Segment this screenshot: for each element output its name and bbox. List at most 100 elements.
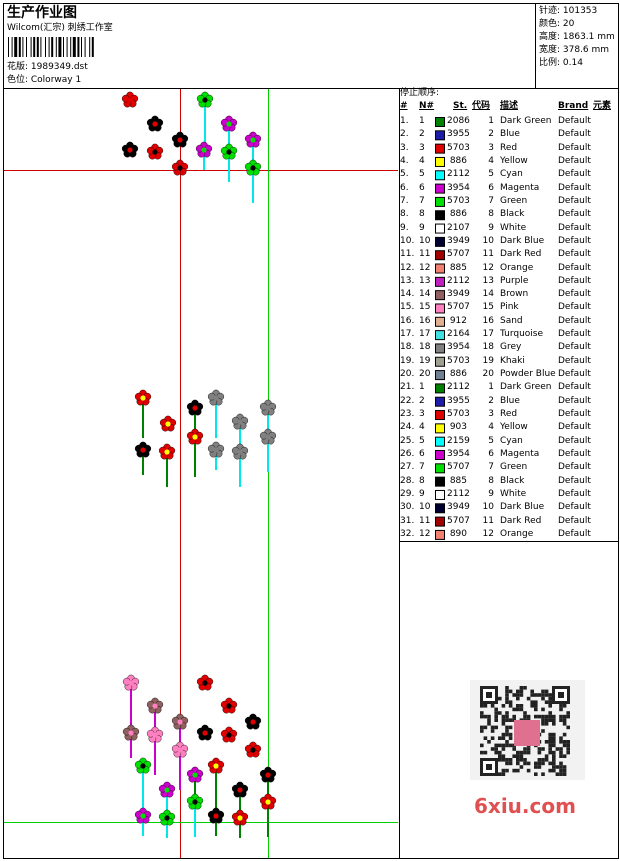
qr-module	[501, 772, 506, 776]
column-header: #	[400, 101, 408, 111]
row-index: 5.	[400, 169, 409, 180]
brand: Default	[558, 155, 591, 166]
code: 13	[482, 275, 494, 286]
qr-module	[552, 714, 556, 719]
needle: 15	[419, 302, 431, 313]
stitch-code: 2112	[447, 169, 470, 180]
row-index: 11.	[400, 249, 415, 260]
brand: Default	[558, 169, 591, 180]
qr-module	[552, 754, 556, 758]
qr-module	[519, 689, 524, 694]
flower-center	[177, 719, 183, 725]
qr-module	[559, 736, 563, 740]
qr-module	[559, 761, 563, 766]
color-swatch	[435, 503, 445, 514]
flower-center	[152, 732, 158, 738]
qr-module	[534, 707, 538, 712]
code: 4	[488, 422, 494, 433]
needle: 1	[419, 116, 425, 126]
qr-module	[505, 718, 509, 722]
code: 7	[488, 462, 494, 473]
qr-module	[548, 750, 552, 755]
stitch-code: 2112	[447, 488, 470, 499]
qr-module	[494, 718, 498, 722]
qr-module	[501, 743, 506, 748]
barcode-bar	[84, 37, 86, 57]
needle: 5	[419, 435, 425, 446]
qr-module	[566, 725, 570, 730]
qr-module	[562, 718, 567, 722]
description: Yellow	[500, 155, 528, 166]
info-line: 颜色: 20	[539, 19, 575, 29]
description: Powder Blue	[500, 369, 556, 380]
stitch-code: 5703	[447, 355, 470, 366]
row-index: 19.	[400, 355, 415, 366]
row-index: 17.	[400, 329, 415, 340]
row-index: 6.	[400, 182, 409, 193]
qr-module	[548, 711, 552, 715]
stitch-code: 3954	[447, 182, 470, 193]
stitch-code: 903	[449, 422, 467, 433]
qr-module	[544, 700, 549, 704]
barcode-bar	[36, 37, 39, 57]
flower-center	[213, 395, 219, 401]
description: Red	[500, 409, 518, 420]
needle: 2	[419, 129, 425, 140]
qr-module	[566, 711, 570, 715]
qr-module	[559, 772, 563, 776]
row-index: 23.	[400, 409, 415, 420]
color-swatch	[435, 489, 445, 500]
description: Grey	[500, 342, 522, 353]
qr-module	[519, 750, 524, 755]
qr-module	[505, 743, 509, 748]
description: Turquoise	[500, 329, 544, 340]
code: 5	[488, 169, 494, 180]
qr-module	[516, 750, 520, 755]
brand: Default	[558, 289, 591, 300]
qr-module	[566, 743, 570, 748]
flower-center	[265, 405, 271, 411]
code: 3	[488, 409, 494, 420]
qr-module	[537, 747, 542, 751]
qr-module	[559, 714, 563, 719]
stitch-code: 5707	[447, 515, 470, 526]
qr-finder	[486, 692, 492, 698]
qr-module	[541, 758, 545, 762]
description: Dark Green	[500, 116, 552, 126]
flower-center	[265, 434, 271, 440]
needle: 9	[419, 488, 425, 499]
qr-module	[501, 722, 506, 726]
color-swatch	[435, 303, 445, 314]
row-index: 27.	[400, 462, 415, 473]
qr-module	[541, 707, 545, 712]
qr-module	[548, 700, 552, 704]
row-index: 12.	[400, 262, 415, 273]
qr-module	[537, 693, 542, 697]
barcode-bar	[66, 37, 68, 57]
code: 9	[488, 488, 494, 499]
brand: Default	[558, 369, 591, 380]
colorway: 色位: Colorway 1	[7, 75, 82, 85]
row-index: 4.	[400, 155, 409, 166]
code: 12	[482, 528, 494, 539]
description: Dark Blue	[500, 235, 545, 246]
qr-module	[512, 693, 516, 697]
qr-module	[505, 725, 509, 730]
qr-module	[537, 750, 542, 755]
brand: Default	[558, 329, 591, 340]
stitch-code: 886	[449, 369, 467, 380]
flower-center	[152, 149, 158, 155]
brand: Default	[558, 449, 591, 459]
flower-center	[127, 147, 133, 153]
qr-module	[498, 711, 502, 715]
barcode-bar	[30, 37, 32, 57]
description: White	[500, 222, 527, 233]
qr-module	[544, 718, 549, 722]
description: Cyan	[500, 169, 523, 180]
qr-module	[494, 750, 498, 755]
stitch-code: 2112	[447, 275, 470, 286]
qr-module	[530, 700, 534, 704]
brand: Default	[558, 182, 591, 193]
qr-module	[566, 750, 570, 755]
qr-module	[530, 693, 534, 697]
